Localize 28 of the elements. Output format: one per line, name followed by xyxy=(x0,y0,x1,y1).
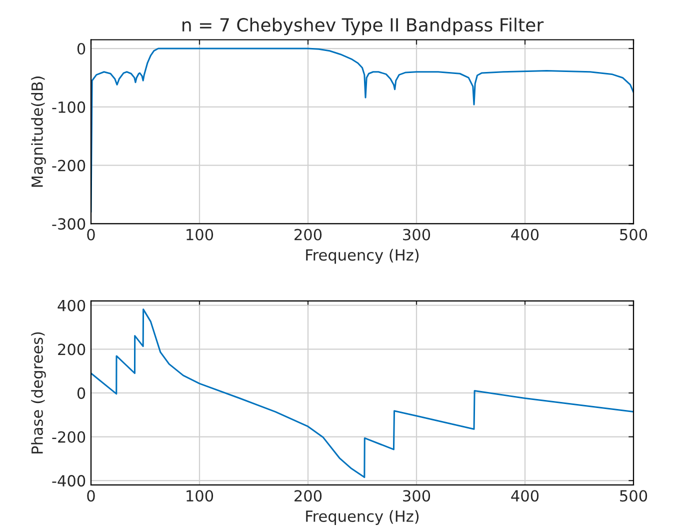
x-tick-label: 300 xyxy=(403,228,430,240)
x-tick-label: 0 xyxy=(87,490,95,502)
y-tick-label: -200 xyxy=(52,431,86,443)
y-axis-title: Phase (degrees) xyxy=(31,332,46,454)
x-axis-title: Frequency (Hz) xyxy=(306,248,419,264)
x-tick-label: 300 xyxy=(403,490,430,502)
x-tick-label: 200 xyxy=(294,490,322,502)
y-tick-label: 0 xyxy=(77,387,86,399)
x-tick-label: 400 xyxy=(511,228,539,240)
y-tick-label: -200 xyxy=(52,160,86,172)
y-tick-label: -100 xyxy=(52,101,86,113)
x-tick-label: 500 xyxy=(620,490,648,502)
y-tick-label: 200 xyxy=(58,344,86,356)
y-tick-label: 400 xyxy=(58,300,86,312)
x-tick-label: 200 xyxy=(294,228,322,240)
y-tick-label: -300 xyxy=(52,218,86,230)
x-tick-label: 100 xyxy=(186,490,214,502)
y-axis-title: Magnitude(dB) xyxy=(31,76,46,187)
x-tick-label: 400 xyxy=(511,490,539,502)
y-tick-label: -400 xyxy=(52,475,86,487)
chart-title: n = 7 Chebyshev Type II Bandpass Filter xyxy=(182,18,544,36)
x-axis-title: Frequency (Hz) xyxy=(306,510,419,525)
line-series xyxy=(91,308,634,478)
x-tick-label: 500 xyxy=(620,228,648,240)
x-tick-label: 0 xyxy=(87,228,95,240)
x-tick-label: 100 xyxy=(186,228,214,240)
line-series xyxy=(91,48,634,213)
y-tick-label: 0 xyxy=(77,42,86,55)
